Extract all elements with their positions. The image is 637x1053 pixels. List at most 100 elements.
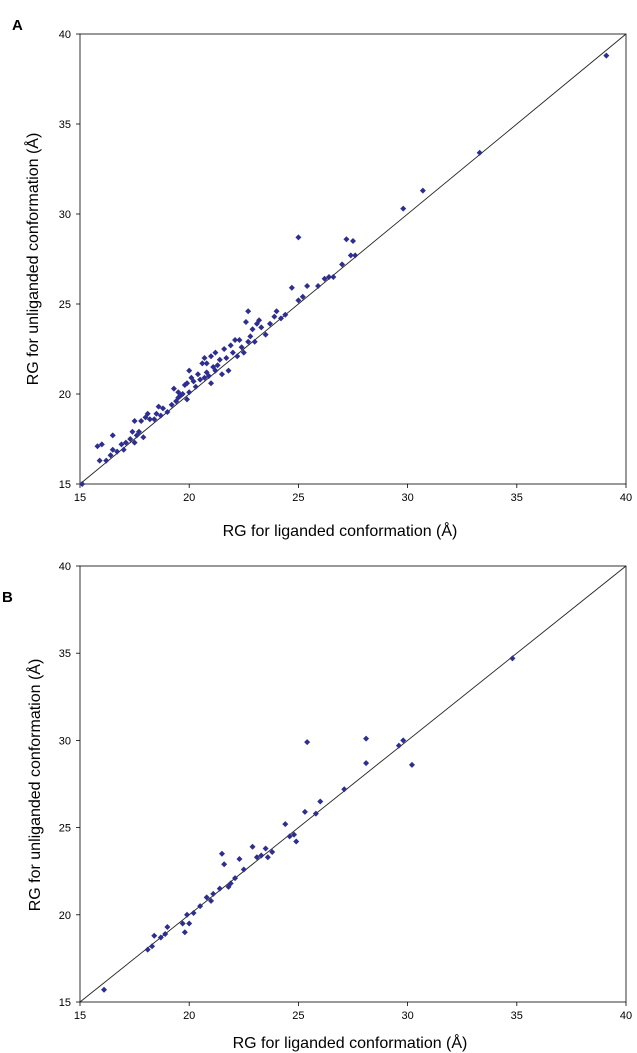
panel-a-data-point (273, 308, 280, 315)
panel-b-data-point (293, 838, 300, 845)
panel-b-x-tick-label: 30 (401, 1010, 413, 1022)
panel-a-data-point (232, 337, 239, 343)
panel-b-data-point (282, 821, 289, 828)
panel-a-data-point (170, 385, 177, 392)
panel-a-data-point (129, 428, 136, 435)
panel-b-y-tick-label: 15 (59, 997, 71, 1009)
panel-b-data-point (184, 911, 191, 918)
panel-b-data-point (264, 854, 271, 861)
panel-b-data-point (101, 986, 108, 993)
panel-a-data-point (179, 391, 186, 397)
panel-a-data-point (238, 344, 245, 351)
panel-a-data-point (114, 448, 121, 455)
panel-a-data-point (127, 436, 134, 442)
panel-b-y-tick-label: 35 (59, 648, 71, 660)
panel-b: B 15 20 25 30 35 40 15 20 25 30 35 40 RG for ligand… (2, 561, 632, 1052)
panel-b-data-point (301, 808, 308, 815)
panel-a-data-point (164, 409, 171, 415)
panel-a-data-point (221, 346, 228, 352)
panel-a-y-tick-label: 20 (59, 389, 71, 401)
panel-a-data-point (350, 238, 356, 244)
panel-a-data-point (242, 319, 249, 325)
panel-a-data-point (190, 378, 197, 385)
panel-b-data-point (186, 920, 193, 927)
panel-b-data-point (190, 910, 197, 917)
panel-a-identity-line (79, 33, 627, 485)
panel-b-y-tick-label: 40 (59, 561, 71, 573)
panel-a-data-point (131, 418, 138, 424)
panel-a-data-point (151, 416, 158, 423)
panel-b-data-point (236, 855, 243, 862)
panel-a-data-point (262, 331, 269, 338)
panel-a-data-point (122, 439, 129, 446)
panel-a-data-point (135, 428, 142, 435)
panel-a-data-point (194, 371, 201, 378)
panel-b-plot-frame (79, 565, 627, 1003)
panel-a-data-point (159, 405, 166, 412)
panel-a-y-tick-label: 40 (59, 29, 71, 41)
panel-a-data-point (234, 353, 241, 360)
panel-b-y-tick-label: 25 (59, 823, 71, 835)
panel-a-data-point (227, 342, 234, 349)
panel-a-data-point (212, 367, 219, 374)
panel-b-data-point (253, 854, 260, 861)
panel-b-data-point (408, 761, 415, 768)
panel-b-data-point (509, 655, 516, 662)
panel-a-data-point (168, 401, 175, 408)
panel-b-data-point (221, 861, 228, 868)
panel-a-data-point (157, 412, 164, 419)
panel-a-data-point (304, 283, 311, 289)
panel-a-data-point (94, 443, 101, 450)
panel-a-data-point (247, 333, 254, 340)
panel-a-data-point (109, 446, 116, 453)
panel-a-data-point (240, 349, 247, 356)
panel-a-data-point (79, 481, 86, 487)
panel-a-data-point (216, 356, 223, 363)
panel-a-data-point (144, 410, 151, 417)
panel-a-data-point (205, 373, 212, 379)
panel-b-points (101, 655, 516, 993)
panel-a-data-point (212, 349, 219, 356)
panel-a-data-point (201, 355, 208, 361)
panel-a-data-point (288, 284, 295, 291)
panel-b-data-point (363, 760, 370, 767)
panel-b-data-point (157, 934, 164, 941)
panel-a-data-point (208, 380, 215, 387)
panel-a-data-point (96, 457, 103, 464)
panel-b-data-point (144, 946, 151, 953)
panel-b-data-point (179, 920, 186, 927)
panel-b-data-point (341, 786, 348, 793)
panel-a-data-point (199, 360, 206, 367)
panel-b-data-point (317, 798, 324, 805)
panel-a-data-point (295, 297, 302, 304)
panel-b-y-tick-label: 30 (59, 735, 71, 747)
panel-a-data-point (186, 367, 193, 374)
panel-b-data-point (181, 929, 188, 936)
panel-a-data-point (352, 252, 359, 259)
panel-a-data-point (325, 274, 332, 280)
panel-a-data-point (400, 205, 407, 212)
panel-b-data-point (312, 810, 319, 817)
panel-a-data-point (120, 446, 127, 453)
panel-a-x-tick-label: 15 (74, 492, 86, 504)
panel-a-data-point (258, 324, 265, 331)
panel-a-y-axis-title: RG for unliganded conformation (Å) (23, 133, 42, 386)
panel-a-data-point (201, 374, 208, 381)
panel-a-data-point (184, 380, 191, 387)
panel-a-y-tick-label: 30 (59, 209, 71, 221)
panel-a-data-point (155, 403, 162, 410)
panel-a-data-point (203, 360, 210, 367)
panel-a-data-point (271, 313, 278, 320)
panel-a-data-point (267, 320, 274, 327)
panel-a-data-point (277, 315, 284, 322)
panel-b-data-point (149, 943, 156, 950)
panel-a-data-point (419, 187, 426, 194)
panel-b-data-point (291, 831, 298, 838)
panel-b-y-axis-title: RG for unliganded conformation (Å) (25, 659, 44, 912)
panel-a-data-point (245, 308, 252, 315)
panel-a-data-point (140, 434, 147, 441)
panel-a: A 15 20 25 30 35 40 15 20 25 30 35 40 RG for ligand… (12, 17, 632, 540)
panel-a-data-point (321, 275, 328, 282)
panel-a-data-point (249, 326, 256, 333)
